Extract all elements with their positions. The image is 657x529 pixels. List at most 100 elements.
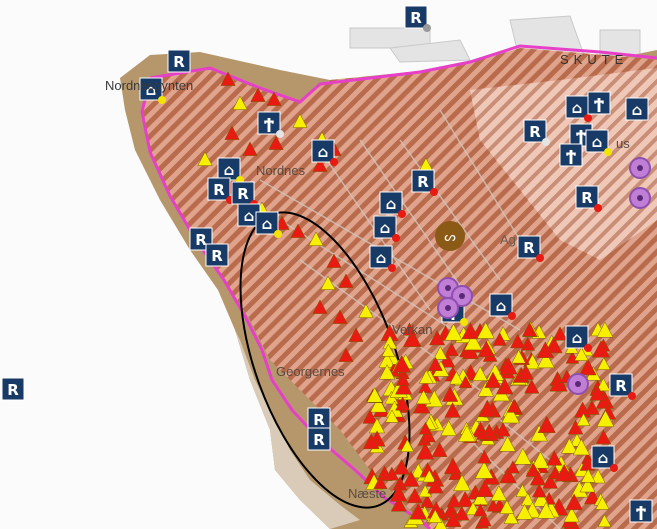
red-marker[interactable]: [486, 498, 500, 512]
red-marker[interactable]: [312, 157, 328, 172]
yellow-marker[interactable]: [477, 381, 495, 397]
red-marker[interactable]: [544, 336, 563, 354]
red-marker[interactable]: [475, 479, 494, 497]
yellow-marker[interactable]: [472, 366, 489, 381]
parking-icon[interactable]: [404, 5, 428, 29]
yellow-marker[interactable]: [524, 353, 541, 370]
yellow-marker[interactable]: [579, 477, 596, 493]
red-marker[interactable]: [427, 477, 444, 494]
red-marker[interactable]: [554, 463, 574, 482]
yellow-marker[interactable]: [440, 420, 458, 436]
red-marker[interactable]: [224, 125, 240, 140]
red-marker[interactable]: [444, 511, 462, 528]
red-marker[interactable]: [242, 141, 258, 156]
red-marker[interactable]: [565, 493, 583, 511]
red-marker[interactable]: [443, 457, 462, 475]
red-marker[interactable]: [395, 372, 411, 386]
red-marker[interactable]: [536, 341, 555, 358]
red-marker[interactable]: [506, 399, 522, 413]
yellow-marker[interactable]: [453, 474, 471, 492]
red-marker[interactable]: [456, 490, 474, 508]
red-marker[interactable]: [402, 329, 422, 347]
red-marker[interactable]: [495, 421, 511, 437]
red-marker[interactable]: [268, 135, 284, 150]
red-marker[interactable]: [477, 340, 496, 358]
yellow-marker[interactable]: [444, 323, 463, 341]
yellow-marker[interactable]: [400, 438, 415, 452]
red-marker[interactable]: [531, 483, 547, 498]
parking-icon[interactable]: [523, 119, 547, 143]
red-marker[interactable]: [220, 71, 236, 86]
red-marker[interactable]: [402, 322, 417, 336]
red-marker[interactable]: [524, 379, 540, 394]
yellow-marker[interactable]: [418, 369, 434, 384]
red-marker[interactable]: [591, 340, 611, 358]
red-marker[interactable]: [427, 356, 443, 371]
red-marker[interactable]: [584, 488, 601, 505]
yellow-marker[interactable]: [590, 468, 606, 484]
red-marker[interactable]: [589, 385, 606, 401]
yellow-marker[interactable]: [457, 424, 476, 442]
red-marker[interactable]: [441, 386, 459, 402]
red-marker[interactable]: [409, 502, 428, 520]
yellow-marker[interactable]: [520, 492, 535, 506]
yellow-marker[interactable]: [422, 469, 437, 483]
yellow-marker[interactable]: [369, 396, 387, 413]
yellow-marker[interactable]: [530, 424, 548, 442]
yellow-marker[interactable]: [514, 447, 532, 465]
yellow-marker[interactable]: [537, 501, 556, 519]
yellow-marker[interactable]: [531, 451, 550, 469]
yellow-marker[interactable]: [320, 275, 336, 290]
parking-icon[interactable]: [517, 235, 541, 259]
yellow-marker[interactable]: [463, 332, 483, 351]
red-marker[interactable]: [419, 426, 436, 443]
red-marker[interactable]: [402, 470, 420, 487]
yellow-marker[interactable]: [384, 390, 399, 405]
red-marker[interactable]: [521, 321, 538, 337]
yellow-marker[interactable]: [433, 346, 448, 360]
yellow-marker[interactable]: [197, 151, 213, 166]
cultural-heritage-icon[interactable]: [373, 215, 397, 239]
red-marker[interactable]: [348, 327, 364, 342]
yellow-marker[interactable]: [476, 321, 495, 339]
red-marker[interactable]: [412, 396, 431, 414]
red-marker[interactable]: [338, 347, 354, 362]
yellow-marker[interactable]: [511, 349, 526, 364]
cultural-heritage-icon[interactable]: [139, 77, 163, 101]
yellow-marker[interactable]: [490, 485, 508, 501]
red-marker[interactable]: [542, 473, 559, 489]
red-marker[interactable]: [492, 332, 507, 346]
red-marker[interactable]: [461, 322, 480, 340]
yellow-marker[interactable]: [596, 377, 611, 392]
red-marker[interactable]: [444, 402, 461, 418]
yellow-marker[interactable]: [576, 412, 591, 427]
yellow-marker[interactable]: [474, 460, 494, 479]
red-marker[interactable]: [529, 470, 546, 486]
yellow-marker[interactable]: [532, 490, 550, 507]
red-marker[interactable]: [438, 351, 456, 368]
red-marker[interactable]: [266, 91, 282, 106]
red-marker[interactable]: [478, 399, 497, 418]
red-marker[interactable]: [506, 460, 520, 474]
red-marker[interactable]: [458, 375, 473, 388]
red-marker[interactable]: [362, 409, 378, 424]
yellow-marker[interactable]: [308, 231, 324, 246]
cultural-heritage-icon[interactable]: [379, 191, 403, 215]
yellow-marker[interactable]: [501, 405, 520, 424]
red-marker[interactable]: [418, 421, 433, 435]
yellow-marker[interactable]: [418, 484, 432, 498]
yellow-marker[interactable]: [561, 437, 578, 454]
parking-icon[interactable]: [609, 373, 633, 397]
red-marker[interactable]: [290, 223, 306, 238]
red-marker[interactable]: [406, 487, 423, 504]
parking-icon[interactable]: [307, 427, 331, 451]
red-marker[interactable]: [389, 484, 408, 502]
red-marker[interactable]: [418, 379, 433, 394]
red-marker[interactable]: [477, 449, 492, 464]
yellow-marker[interactable]: [503, 509, 519, 525]
yellow-marker[interactable]: [596, 409, 615, 428]
hiking-icon[interactable]: [587, 91, 611, 115]
yellow-marker[interactable]: [597, 514, 612, 528]
cultural-heritage-icon[interactable]: [625, 97, 649, 121]
